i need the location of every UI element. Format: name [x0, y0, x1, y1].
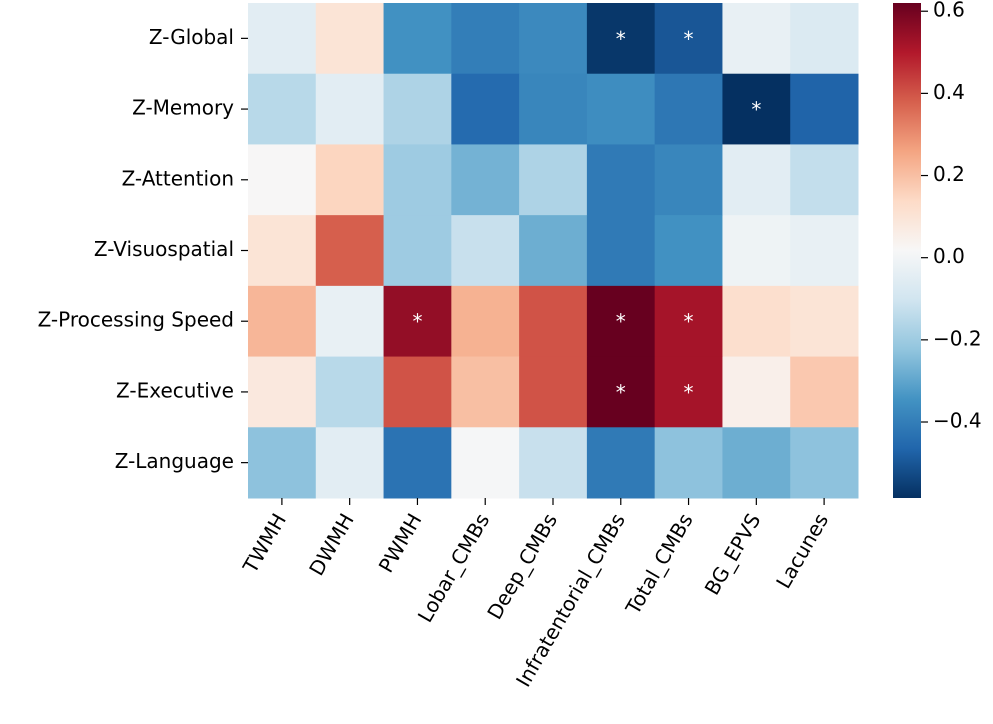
heatmap-cell: [451, 356, 520, 428]
heatmap-cell: [383, 144, 452, 216]
heatmap-cell: [790, 73, 859, 145]
heatmap-cell: [383, 285, 452, 358]
heatmap-cell: [586, 427, 656, 499]
y-tick-label: Z-Processing Speed: [38, 308, 234, 332]
heatmap-cell: [315, 356, 385, 428]
heatmap-cell: [315, 427, 385, 499]
y-tick-label: Z-Global: [149, 25, 234, 49]
significance-marker: *: [684, 310, 694, 334]
heatmap-cell: [790, 427, 859, 499]
heatmap-cell: [586, 285, 656, 358]
heatmap-cell: [248, 215, 317, 287]
heatmap-cell: [519, 427, 588, 499]
x-tick-label: TWMH: [238, 509, 291, 578]
heatmap-cell: [451, 3, 520, 75]
heatmap-cell: [722, 427, 791, 499]
y-tick-label: Z-Visuospatial: [94, 237, 234, 261]
heatmap-cell: [451, 285, 520, 358]
y-tick-label: Z-Attention: [122, 166, 234, 190]
heatmap-cell: [654, 144, 723, 216]
heatmap-cell: [383, 3, 452, 75]
significance-marker: *: [751, 98, 761, 122]
heatmap-cell: [790, 144, 859, 216]
heatmap-cell: [383, 215, 452, 287]
x-tick-label: PWMH: [374, 509, 427, 577]
heatmap-cell: [586, 73, 656, 145]
y-tick-label: Z-Memory: [132, 96, 234, 120]
heatmap-cell: [519, 215, 588, 287]
heatmap-cell: [519, 285, 588, 358]
significance-marker: *: [412, 310, 422, 334]
colorbar-tick-label: 0.6: [933, 0, 965, 22]
colorbar-tick-label: −0.4: [933, 409, 982, 433]
heatmap-cell: [315, 144, 385, 216]
colorbar-tick-label: 0.2: [933, 162, 965, 186]
heatmap-cell: [519, 356, 588, 428]
heatmap-cell: [790, 356, 859, 428]
colorbar-tick-label: 0.0: [933, 244, 965, 268]
colorbar-tick-label: −0.2: [933, 326, 982, 350]
heatmap-cell: [315, 3, 385, 75]
heatmap-cell: [654, 427, 723, 499]
heatmap-cell: [248, 356, 317, 428]
heatmap-cell: [586, 356, 656, 428]
x-tick-label: Total_CMBs: [620, 509, 697, 619]
x-tick-label: Lobar_CMBs: [413, 509, 495, 626]
heatmap-cell: [722, 3, 791, 75]
significance-marker: *: [616, 380, 626, 404]
heatmap-cell: [315, 285, 385, 358]
heatmap-cell: [586, 144, 656, 216]
heatmap-cell: [451, 427, 520, 499]
heatmap-cell: [519, 73, 588, 145]
heatmap-cell: [722, 356, 791, 428]
x-tick-label: Lacunes: [771, 509, 833, 592]
heatmap-cell: [383, 427, 452, 499]
x-tick-label: Deep_CMBs: [482, 509, 562, 623]
heatmap-cell: [790, 285, 859, 358]
heatmap-cell: [451, 144, 520, 216]
heatmap-cell: [383, 356, 452, 428]
heatmap-cell: [586, 3, 656, 75]
heatmap-cell: [586, 215, 656, 287]
heatmap-cell: [790, 3, 859, 75]
heatmap-cell: [654, 285, 723, 358]
heatmap-cell: [248, 144, 317, 216]
heatmap-cell: [722, 285, 791, 358]
heatmap-cell: [722, 144, 791, 216]
heatmap-cell: [790, 215, 859, 287]
significance-marker: *: [684, 380, 694, 404]
heatmap-cell: [248, 285, 317, 358]
heatmap-cell: [315, 73, 385, 145]
x-tick-label: BG_EPVS: [700, 509, 766, 599]
heatmap-cell: [451, 73, 520, 145]
heatmap-cell: [315, 215, 385, 287]
heatmap-cell: [722, 215, 791, 287]
significance-marker: *: [684, 27, 694, 51]
heatmap-cell: [248, 73, 317, 145]
colorbar-tick-label: 0.4: [933, 80, 965, 104]
y-tick-label: Z-Language: [115, 449, 234, 473]
heatmap-cell: [519, 3, 588, 75]
significance-marker: *: [616, 310, 626, 334]
heatmap-cell: [654, 3, 723, 75]
heatmap-cell: [654, 356, 723, 428]
heatmap-cell: [248, 427, 317, 499]
heatmap-cell: [654, 215, 723, 287]
significance-marker: *: [616, 27, 626, 51]
heatmap-cell: [519, 144, 588, 216]
heatmap-cell: [451, 215, 520, 287]
heatmap-cell: [722, 73, 791, 145]
x-tick-label: DWMH: [304, 509, 359, 579]
heatmap-cell: [654, 73, 723, 145]
heatmap-cell: [383, 73, 452, 145]
heatmap-cell: [248, 3, 317, 75]
y-tick-label: Z-Executive: [116, 378, 234, 402]
colorbar: [893, 3, 921, 498]
